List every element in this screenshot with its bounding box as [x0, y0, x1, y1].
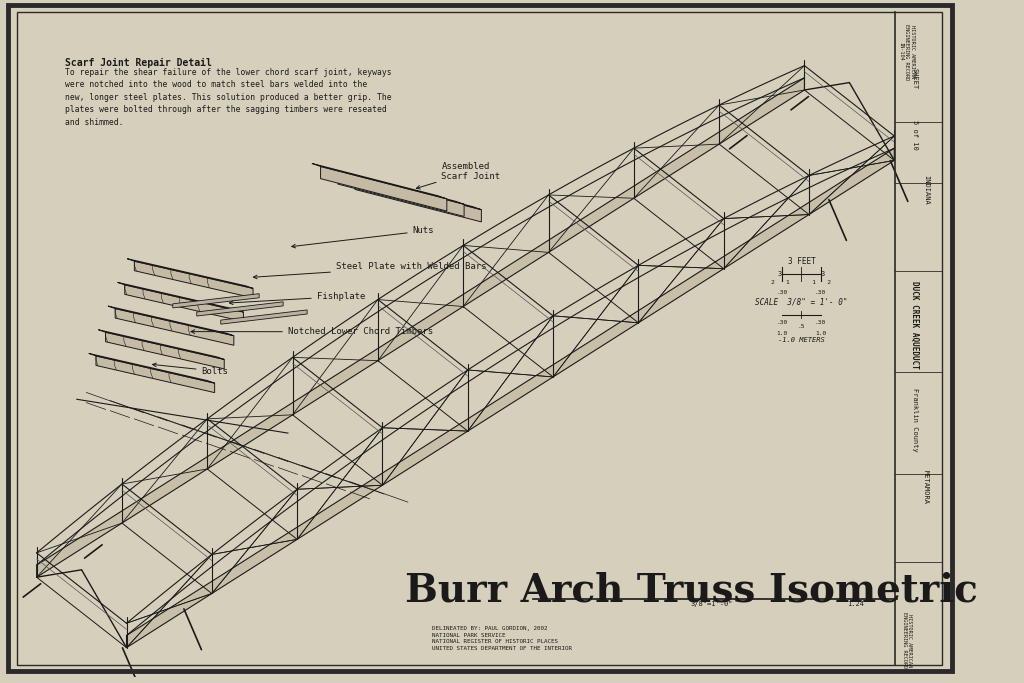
Polygon shape [127, 259, 253, 288]
Text: 1.0: 1.0 [815, 331, 826, 336]
Text: Franklin County: Franklin County [911, 388, 918, 451]
Text: Bolts: Bolts [153, 363, 228, 376]
Text: SCALE  3/8" = 1'- 0": SCALE 3/8" = 1'- 0" [755, 298, 848, 307]
Polygon shape [321, 167, 446, 211]
Text: 1.24: 1.24 [847, 600, 864, 607]
Text: Fishplate: Fishplate [229, 292, 366, 305]
Text: DELINEATED BY: PAUL GORDION, 2002
NATIONAL PARK SERVICE
NATIONAL REGISTER OF HIS: DELINEATED BY: PAUL GORDION, 2002 NATION… [432, 626, 571, 651]
Polygon shape [37, 78, 805, 577]
Text: HISTORIC AMERICAN
ENGINEERING RECORD
IN-104: HISTORIC AMERICAN ENGINEERING RECORD IN-… [899, 24, 915, 80]
Polygon shape [118, 282, 244, 312]
Polygon shape [221, 310, 307, 324]
Text: Nuts: Nuts [292, 227, 434, 248]
Text: Notched Lower Chord Timbers: Notched Lower Chord Timbers [191, 327, 433, 336]
Text: 3: 3 [820, 271, 825, 277]
Text: .30: .30 [815, 290, 826, 295]
Polygon shape [105, 332, 224, 369]
Text: 3/8"=1'-0": 3/8"=1'-0" [691, 600, 733, 607]
Polygon shape [96, 356, 215, 393]
Text: Scarf Joint Repair Detail: Scarf Joint Repair Detail [66, 57, 212, 68]
Text: 3: 3 [778, 271, 782, 277]
Text: Steel Plate with Welded Bars: Steel Plate with Welded Bars [253, 262, 486, 279]
Text: .30: .30 [776, 290, 787, 295]
Text: SHEET: SHEET [911, 68, 918, 89]
Text: 1.0: 1.0 [776, 331, 787, 336]
Polygon shape [329, 169, 464, 204]
Polygon shape [98, 330, 224, 359]
Text: .30: .30 [776, 320, 787, 325]
Text: METAMORA: METAMORA [924, 470, 929, 504]
Polygon shape [127, 148, 894, 647]
Text: INDIANA: INDIANA [924, 175, 929, 204]
Polygon shape [115, 309, 233, 345]
Polygon shape [355, 178, 481, 222]
Polygon shape [346, 174, 481, 210]
Text: HISTORIC AMERICAN
ENGINEERING RECORD: HISTORIC AMERICAN ENGINEERING RECORD [901, 613, 912, 669]
Polygon shape [108, 306, 233, 336]
Polygon shape [125, 285, 244, 322]
Text: .30: .30 [815, 320, 826, 325]
Text: Burr Arch Truss Isometric: Burr Arch Truss Isometric [404, 571, 978, 609]
Text: .5: .5 [798, 324, 805, 329]
Text: Assembled
Scarf Joint: Assembled Scarf Joint [417, 162, 501, 189]
Text: To repair the shear failure of the lower chord scarf joint, keyways
were notched: To repair the shear failure of the lower… [66, 68, 392, 126]
Polygon shape [134, 261, 253, 298]
Text: DUCK CREEK AQUEDUCT: DUCK CREEK AQUEDUCT [910, 281, 920, 369]
Text: 3 FEET: 3 FEET [787, 257, 815, 266]
Polygon shape [197, 302, 283, 316]
Text: 5 of 10: 5 of 10 [911, 120, 918, 150]
Polygon shape [89, 353, 215, 383]
Text: 2   1      1   2: 2 1 1 2 [771, 280, 831, 285]
Text: -1.0 METERS: -1.0 METERS [778, 337, 824, 343]
Polygon shape [312, 163, 446, 199]
Polygon shape [173, 294, 259, 308]
Polygon shape [338, 172, 464, 217]
